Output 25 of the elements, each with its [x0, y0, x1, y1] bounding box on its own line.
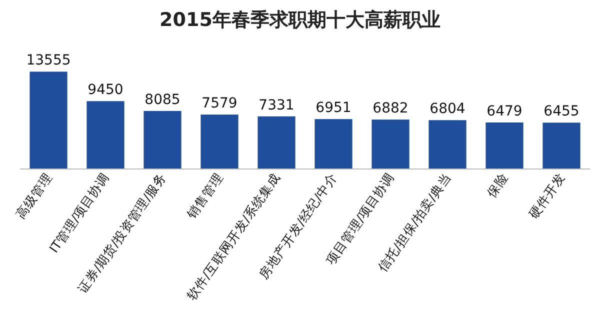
- bar: [486, 122, 524, 169]
- data-label: 13555: [26, 52, 71, 69]
- x-tick-label: 保险: [484, 170, 511, 200]
- bar: [144, 110, 182, 169]
- x-tick-label: 高级管理: [12, 170, 55, 222]
- data-label: 8085: [144, 92, 180, 108]
- bar: [258, 116, 296, 169]
- bar: [372, 120, 410, 169]
- data-label: 6951: [316, 100, 352, 116]
- bar: [30, 72, 68, 169]
- data-label: 6479: [486, 103, 522, 120]
- x-tick-label: 硬件开发: [526, 170, 568, 222]
- bar: [86, 101, 124, 169]
- data-label: 9450: [88, 82, 124, 98]
- data-label: 6882: [372, 100, 408, 117]
- x-tick-label: 销售管理: [183, 170, 226, 222]
- bar: [200, 114, 238, 169]
- data-label: 6804: [430, 101, 466, 118]
- chart-title: 2015年春季求职期十大高薪职业: [160, 9, 440, 31]
- bar: [314, 119, 352, 169]
- data-label: 7579: [202, 96, 238, 112]
- data-label: 7331: [258, 97, 294, 114]
- data-label: 6455: [544, 104, 580, 120]
- bar: [428, 120, 466, 169]
- bar: [542, 122, 580, 169]
